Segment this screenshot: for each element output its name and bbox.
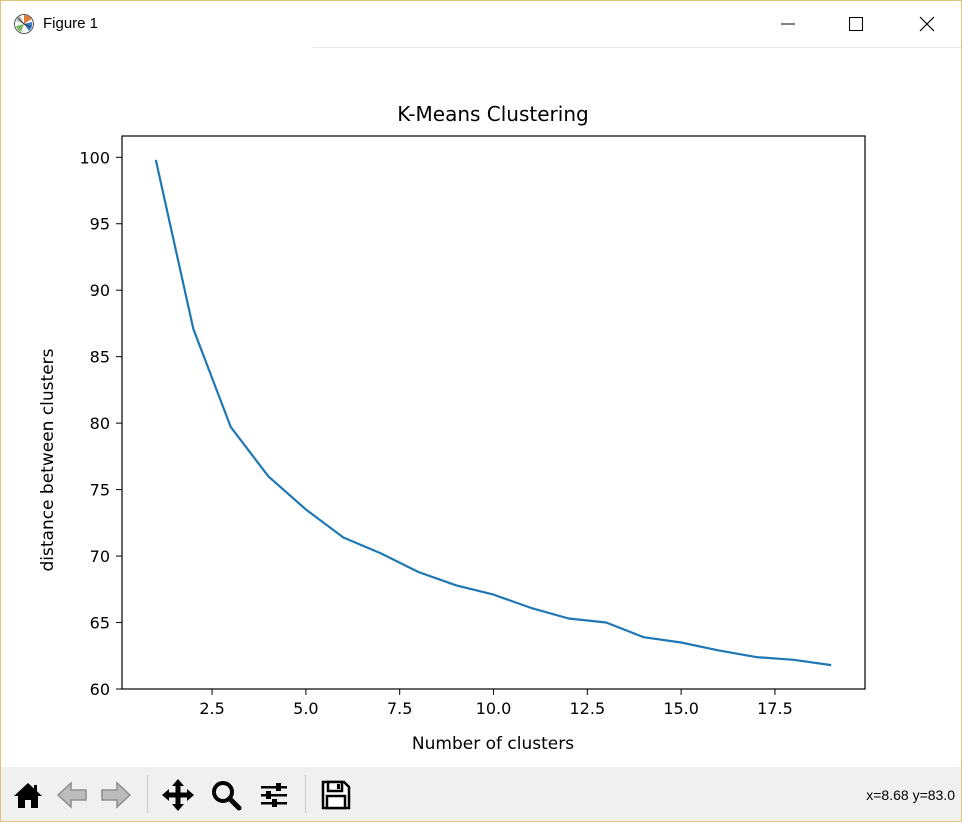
y-tick-label: 85 — [90, 348, 110, 367]
toolbar-separator — [305, 775, 306, 813]
toolbar-separator — [147, 775, 148, 813]
x-tick-label: 15.0 — [663, 699, 699, 718]
x-tick-label: 2.5 — [199, 699, 224, 718]
arrow-right-icon — [101, 781, 132, 809]
forward-button[interactable] — [97, 775, 135, 815]
y-axis-label: distance between clusters — [38, 348, 58, 571]
window-title: Figure 1 — [43, 15, 99, 32]
close-button[interactable] — [899, 1, 955, 47]
home-button[interactable] — [9, 775, 47, 815]
magnifier-icon — [212, 781, 242, 811]
y-tick-label: 100 — [79, 148, 110, 167]
save-button[interactable] — [317, 775, 355, 815]
configure-subplots-button[interactable] — [255, 775, 293, 815]
arrow-left-icon — [56, 781, 87, 809]
figure-canvas[interactable]: K-Means Clustering Number of clusters di… — [1, 49, 961, 767]
zoom-button[interactable] — [207, 775, 245, 815]
chart-title: K-Means Clustering — [397, 102, 588, 126]
series-line — [154, 159, 832, 667]
y-tick-label: 65 — [90, 614, 110, 633]
minimize-button[interactable] — [760, 1, 816, 47]
close-icon — [919, 16, 935, 32]
y-tick-label: 70 — [90, 547, 110, 566]
cursor-coordinates: x=8.68 y=83.0 — [866, 787, 955, 803]
plot-frame — [121, 135, 866, 690]
y-tick-label: 90 — [90, 281, 110, 300]
x-tick-label: 7.5 — [387, 699, 412, 718]
maximize-button[interactable] — [828, 1, 884, 47]
pan-button[interactable] — [159, 775, 197, 815]
x-axis-label: Number of clusters — [412, 734, 574, 754]
navigation-toolbar: x=8.68 y=83.0 — [1, 767, 961, 821]
chart[interactable]: K-Means Clustering Number of clusters di… — [1, 49, 961, 767]
floppy-disk-icon — [321, 780, 351, 810]
y-tick-label: 95 — [90, 215, 110, 234]
matplotlib-logo-icon — [13, 13, 35, 35]
home-icon — [14, 783, 42, 808]
title-divider — [313, 47, 961, 48]
move-icon — [162, 779, 194, 811]
x-tick-label: 10.0 — [476, 699, 512, 718]
y-tick-label: 75 — [90, 481, 110, 500]
y-tick-label: 60 — [90, 680, 110, 699]
sliders-icon — [261, 783, 287, 807]
x-tick-label: 17.5 — [757, 699, 793, 718]
y-tick-label: 80 — [90, 414, 110, 433]
title-bar[interactable]: Figure 1 — [1, 1, 961, 49]
x-tick-label: 12.5 — [570, 699, 606, 718]
x-tick-label: 5.0 — [293, 699, 318, 718]
back-button[interactable] — [53, 775, 91, 815]
minimize-icon — [781, 23, 795, 25]
maximize-icon — [849, 17, 863, 31]
